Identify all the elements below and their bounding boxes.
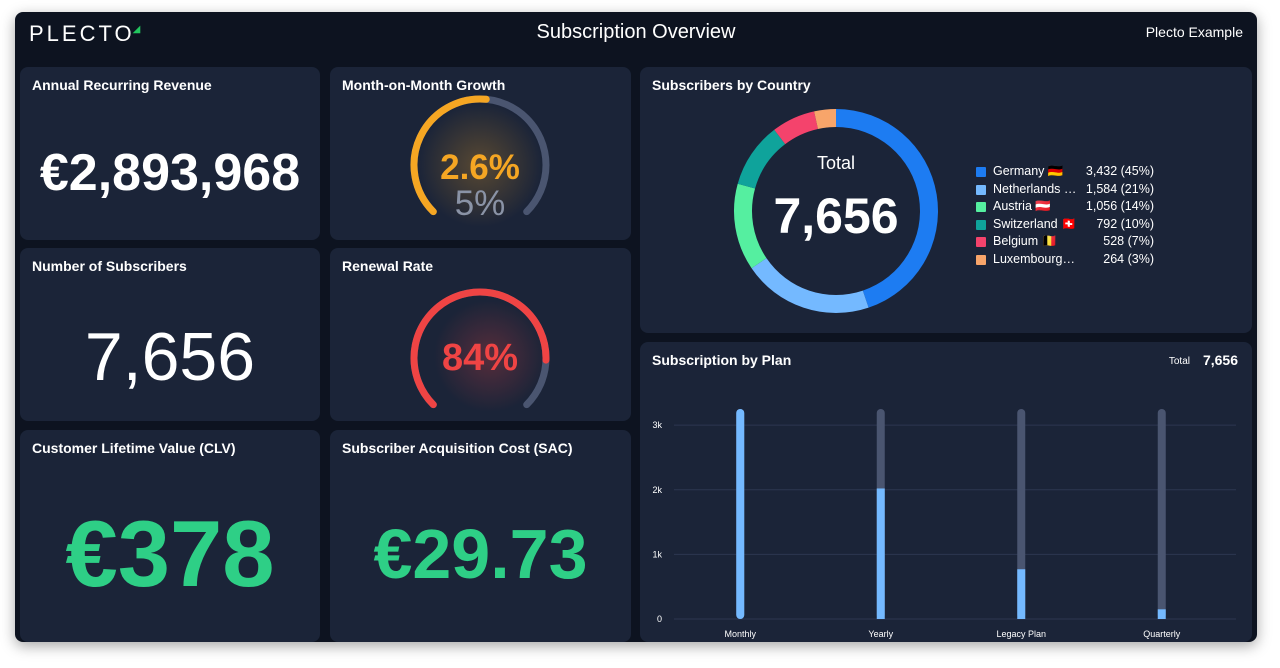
donut-slice-0[interactable] <box>836 109 938 308</box>
bar-legacy-plan[interactable] <box>1017 569 1026 619</box>
donut-slice-2[interactable] <box>734 183 767 269</box>
legend-item[interactable]: Luxembourg 🇱🇺 264 (3%) <box>976 251 1166 269</box>
legend-value: 3,432 (45%) <box>1085 164 1154 178</box>
donut-slice-3[interactable] <box>737 129 786 189</box>
mom-gauge: 2.6% 5% <box>410 95 550 227</box>
country-card: Subscribers by Country Total 7,656 Germa… <box>640 67 1252 333</box>
x-tick-label: Yearly <box>868 629 893 639</box>
legend-item[interactable]: Netherlands 🇳🇱 1,584 (21%) <box>976 181 1166 199</box>
bar-track <box>1157 409 1166 619</box>
mom-card: Month-on-Month Growth 2.6% 5% <box>330 67 631 240</box>
mom-target: 5% <box>455 184 506 223</box>
legend-swatch <box>976 237 986 247</box>
renewal-gauge: 84% <box>410 288 550 412</box>
subscribers-title: Number of Subscribers <box>32 258 187 274</box>
donut-slice-1[interactable] <box>751 258 869 313</box>
legend-name: Luxembourg 🇱🇺 <box>993 251 1077 266</box>
legend-swatch <box>976 167 986 177</box>
subscribers-card: Number of Subscribers 7,656 <box>20 248 320 421</box>
legend-item[interactable]: Austria 🇦🇹 1,056 (14%) <box>976 198 1166 216</box>
dashboard-title: Subscription Overview <box>536 21 736 43</box>
clv-title: Customer Lifetime Value (CLV) <box>32 440 236 456</box>
legend-value: 792 (10%) <box>1096 216 1154 231</box>
bar-yearly[interactable] <box>876 488 885 619</box>
mom-value: 2.6% <box>440 148 520 187</box>
legend-name: Belgium 🇧🇪 <box>993 234 1058 248</box>
dashboard-header: PLECTO◢ Subscription Overview Plecto Exa… <box>15 12 1257 56</box>
donut-center-value: 7,656 <box>773 188 898 244</box>
x-tick-label: Quarterly <box>1143 629 1181 639</box>
legend-name: Austria 🇦🇹 <box>993 199 1051 213</box>
renewal-gauge-value-arc <box>410 288 550 409</box>
plan-card: Subscription by Plan Total 7,656 0 1k 2k 3k… <box>640 342 1252 642</box>
sac-title: Subscriber Acquisition Cost (SAC) <box>342 440 573 456</box>
y-tick-label: 3k <box>652 420 662 430</box>
bar-monthly[interactable] <box>736 409 745 619</box>
renewal-title: Renewal Rate <box>342 258 434 274</box>
plan-title: Subscription by Plan <box>652 352 792 368</box>
renewal-card: Renewal Rate 84% <box>330 248 631 421</box>
x-tick-label: Monthly <box>724 629 756 639</box>
legend-value: 528 (7%) <box>1103 234 1154 248</box>
donut-slice-5[interactable] <box>814 109 836 129</box>
account-name: Plecto Example <box>1145 24 1243 40</box>
legend-item[interactable]: Belgium 🇧🇪 528 (7%) <box>976 233 1166 251</box>
plan-total-value: 7,656 <box>1202 352 1238 368</box>
legend-swatch <box>976 219 986 230</box>
plan-bar-chart: 0 1k 2k 3k Monthly Yearly Legacy Plan Quarterly <box>652 409 1236 639</box>
renewal-value: 84% <box>442 337 518 379</box>
sac-value: €29.73 <box>373 515 588 593</box>
mom-gauge-value-arc <box>410 95 490 216</box>
legend-name: Germany 🇩🇪 <box>993 164 1064 178</box>
legend-item[interactable]: Switzerland 🇨🇭 792 (10%) <box>976 216 1166 234</box>
clv-value: €378 <box>65 501 275 606</box>
legend-name: Netherlands 🇳🇱 <box>993 181 1077 196</box>
legend-value: 264 (3%) <box>1103 251 1154 266</box>
arr-title: Annual Recurring Revenue <box>32 77 212 93</box>
sac-card: Subscriber Acquisition Cost (SAC) €29.73 <box>330 430 631 642</box>
y-tick-label: 0 <box>657 614 662 624</box>
x-tick-label: Legacy Plan <box>996 629 1046 639</box>
y-tick-label: 1k <box>652 549 662 559</box>
plan-total-label: Total <box>1168 356 1190 367</box>
dashboard-frame: PLECTO◢ Subscription Overview Plecto Exa… <box>15 12 1257 642</box>
legend-value: 1,056 (14%) <box>1085 199 1154 213</box>
legend-name: Switzerland 🇨🇭 <box>993 216 1077 231</box>
country-title: Subscribers by Country <box>652 77 811 93</box>
country-legend: Germany 🇩🇪 3,432 (45%) Netherlands 🇳🇱 1,584… <box>976 163 1166 268</box>
legend-item[interactable]: Germany 🇩🇪 3,432 (45%) <box>976 163 1166 181</box>
clv-card: Customer Lifetime Value (CLV) €378 <box>20 430 320 642</box>
donut-slice-4[interactable] <box>774 111 818 145</box>
legend-swatch <box>976 184 986 195</box>
subscribers-value: 7,656 <box>84 319 256 395</box>
legend-value: 1,584 (21%) <box>1085 181 1154 196</box>
country-donut-chart: Total 7,656 <box>734 109 938 313</box>
arr-value: €2,893,968 <box>39 144 301 202</box>
bar-quarterly[interactable] <box>1157 609 1166 619</box>
donut-center-label: Total <box>817 153 855 173</box>
legend-swatch <box>976 254 986 265</box>
arr-card: Annual Recurring Revenue €2,893,968 <box>20 67 320 240</box>
legend-swatch <box>976 202 986 212</box>
plecto-logo: PLECTO◢ <box>29 21 144 46</box>
bar-track <box>1017 409 1026 619</box>
y-tick-label: 2k <box>652 485 662 495</box>
mom-title: Month-on-Month Growth <box>342 77 506 93</box>
